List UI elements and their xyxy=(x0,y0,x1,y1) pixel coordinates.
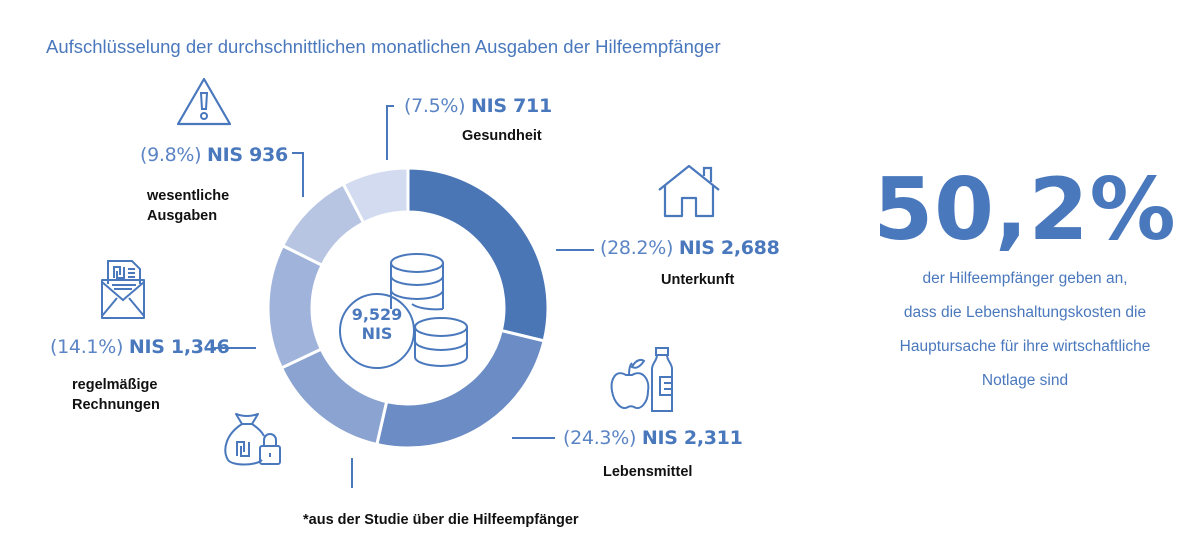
amount-label: NIS 2,311 xyxy=(641,427,743,449)
category-line-1: regelmäßige xyxy=(72,377,158,393)
donut-segment-regelmäßige-rechnungen xyxy=(266,243,325,370)
leader-lebensmittel xyxy=(512,437,555,439)
amount-label: NIS 711 xyxy=(471,95,552,117)
center-total-currency: NIS xyxy=(361,324,393,343)
stat-line: Hauptursache für ihre wirtschaftliche xyxy=(899,338,1151,355)
bill-envelope-icon xyxy=(101,260,145,319)
percent-label: (24.3%) xyxy=(563,427,637,449)
chart-title: Aufschlüsselung der durchschnittlichen m… xyxy=(46,36,721,57)
stat-line: Notlage sind xyxy=(981,372,1069,389)
amount-label: NIS 2,688 xyxy=(678,237,780,259)
leader-bottom xyxy=(351,458,353,488)
center-total: 9,529 NIS xyxy=(337,305,417,385)
stat-description: der Hilfeempfänger geben an, dass die Le… xyxy=(860,262,1190,398)
leader-wesentliche-tick xyxy=(292,152,304,154)
money-bag-lock-icon xyxy=(224,413,281,466)
label-lebensmittel-category: Lebensmittel xyxy=(603,464,693,480)
label-unterkunft-category: Unterkunft xyxy=(661,272,735,288)
house-icon xyxy=(658,164,720,218)
category-line-2: Ausgaben xyxy=(147,208,218,224)
apple-bottle-icon xyxy=(610,347,673,412)
label-gesundheit-category: Gesundheit xyxy=(462,128,542,144)
coins-stack-icon xyxy=(390,253,468,367)
leader-gesundheit xyxy=(386,105,388,160)
leader-rechnungen xyxy=(213,347,256,349)
footnote: *aus der Studie über die Hilfeempfänger xyxy=(303,512,579,528)
label-wesentliche-value: (9.8%) NIS 936 xyxy=(140,144,288,166)
percent-label: (14.1%) xyxy=(50,336,124,358)
leader-unterkunft xyxy=(556,249,594,251)
percent-label: (9.8%) xyxy=(140,144,202,166)
amount-label: NIS 1,346 xyxy=(128,336,230,358)
stat-line: der Hilfeempfänger geben an, xyxy=(922,270,1128,287)
label-unterkunft-value: (28.2%) NIS 2,688 xyxy=(600,237,780,259)
category-line-2: Rechnungen xyxy=(72,397,160,413)
label-rechnungen-value: (14.1%) NIS 1,346 xyxy=(50,336,230,358)
warning-icon xyxy=(176,77,232,126)
donut-segments xyxy=(266,166,550,450)
donut-segment-gesundheit xyxy=(341,166,410,225)
center-total-value: 9,529 xyxy=(351,305,403,324)
label-rechnungen-category: regelmäßige Rechnungen xyxy=(72,375,160,415)
stat-line: dass die Lebenshaltungskosten die xyxy=(903,304,1147,321)
stat-value: 50,2% xyxy=(873,160,1177,260)
category-line-1: wesentliche xyxy=(147,188,230,204)
percent-label: (28.2%) xyxy=(600,237,674,259)
leader-wesentliche xyxy=(302,152,304,197)
leader-gesundheit-tick xyxy=(386,105,394,107)
label-gesundheit-value: (7.5%) NIS 711 xyxy=(404,95,552,117)
amount-label: NIS 936 xyxy=(207,144,288,166)
label-lebensmittel-value: (24.3%) NIS 2,311 xyxy=(563,427,743,449)
percent-label: (7.5%) xyxy=(404,95,466,117)
label-wesentliche-category: wesentliche Ausgaben xyxy=(147,186,229,226)
